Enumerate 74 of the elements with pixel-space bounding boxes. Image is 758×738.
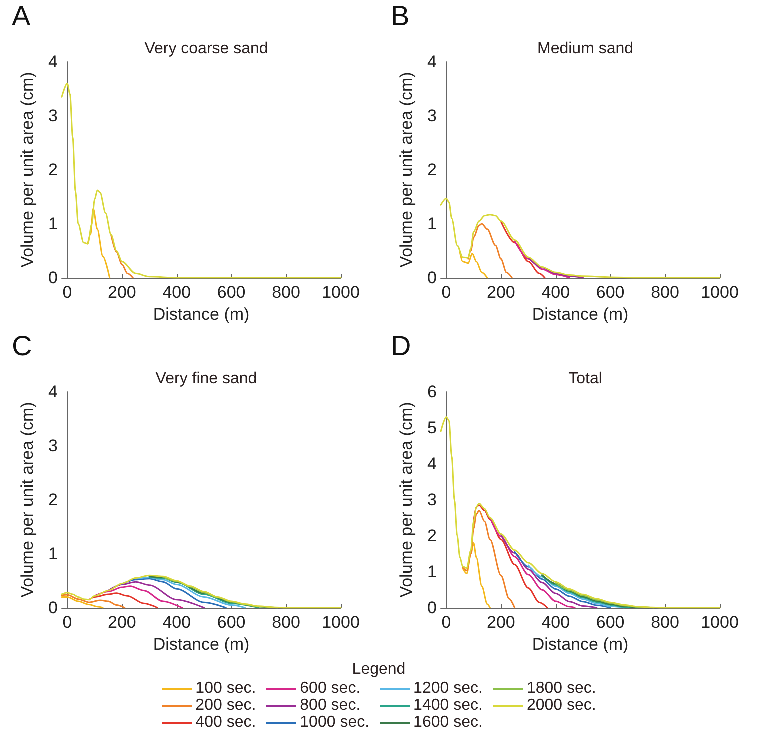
- x-tick-label: 400: [162, 613, 192, 632]
- y-tick-label: 0: [48, 598, 58, 618]
- y-axis-title: Volume per unit area (cm): [397, 72, 416, 268]
- x-tick-label: 400: [542, 613, 570, 632]
- y-tick-label: 4: [428, 52, 437, 72]
- legend-label: 1200 sec.: [414, 680, 483, 698]
- x-axis-title: Distance (m): [153, 304, 250, 324]
- y-tick-label: 1: [428, 562, 437, 582]
- x-tick-label: 200: [486, 283, 516, 302]
- y-tick-label: 3: [428, 490, 437, 510]
- legend-label: 1000 sec.: [300, 714, 370, 732]
- x-tick-label: 1000: [701, 283, 739, 302]
- y-tick-label: 2: [428, 526, 437, 546]
- x-tick-label: 1000: [322, 283, 360, 302]
- x-tick-label: 0: [442, 613, 452, 632]
- y-tick-label: 4: [48, 382, 58, 402]
- y-tick-label: 1: [428, 214, 437, 234]
- x-tick-label: 600: [596, 283, 625, 302]
- y-tick-label: 3: [48, 436, 58, 456]
- legend-label: 800 sec.: [300, 696, 361, 714]
- legend-label: 200 sec.: [196, 696, 256, 714]
- chart-title: Medium sand: [537, 40, 634, 58]
- x-tick-label: 400: [542, 283, 570, 302]
- x-axis-title: Distance (m): [532, 304, 629, 324]
- x-tick-label: 800: [272, 613, 300, 632]
- y-tick-label: 6: [428, 382, 437, 402]
- x-tick-label: 0: [62, 283, 72, 302]
- legend-label: 600 sec.: [300, 680, 361, 698]
- y-tick-label: 0: [428, 598, 437, 618]
- legend-label: 1800 sec.: [526, 680, 596, 698]
- y-tick-label: 2: [48, 160, 58, 180]
- y-axis-title: Volume per unit area (cm): [18, 402, 37, 598]
- x-tick-label: 1000: [322, 613, 360, 632]
- legend-label: 1400 sec.: [414, 696, 483, 714]
- y-tick-label: 0: [428, 268, 437, 288]
- y-tick-label: 3: [48, 106, 58, 126]
- x-tick-label: 600: [217, 613, 246, 632]
- x-axis-title: Distance (m): [153, 634, 250, 654]
- x-tick-label: 200: [486, 613, 516, 632]
- x-tick-label: 600: [217, 283, 246, 302]
- text: C: [12, 330, 32, 362]
- y-axis-title: Volume per unit area (cm): [397, 402, 416, 598]
- legend-title: Legend: [351, 660, 407, 680]
- text: B: [391, 0, 410, 32]
- x-tick-label: 600: [596, 613, 625, 632]
- y-tick-label: 3: [428, 106, 437, 126]
- chart-title: Very coarse sand: [144, 40, 268, 58]
- x-axis-title: Distance (m): [532, 634, 629, 654]
- legend-label: 100 sec.: [196, 680, 256, 698]
- legend-label: 400 sec.: [196, 714, 256, 732]
- y-tick-label: 1: [48, 544, 58, 564]
- y-tick-label: 2: [428, 160, 437, 180]
- legend-label: 2000 sec.: [526, 696, 596, 714]
- text: D: [391, 330, 412, 362]
- x-tick-label: 200: [108, 283, 136, 302]
- x-tick-label: 400: [162, 283, 192, 302]
- x-tick-label: 800: [651, 613, 680, 632]
- text: A: [12, 0, 31, 32]
- x-tick-label: 200: [108, 613, 136, 632]
- y-tick-label: 5: [428, 418, 437, 438]
- y-tick-label: 0: [48, 268, 58, 288]
- x-tick-label: 0: [442, 283, 452, 302]
- y-tick-label: 1: [48, 214, 58, 234]
- y-axis-title: Volume per unit area (cm): [18, 72, 37, 268]
- x-tick-label: 800: [272, 283, 300, 302]
- x-tick-label: 0: [62, 613, 72, 632]
- x-tick-label: 800: [651, 283, 680, 302]
- y-tick-label: 4: [428, 454, 437, 474]
- x-tick-label: 1000: [701, 613, 739, 632]
- chart-title: Total: [568, 370, 602, 388]
- y-tick-label: 4: [48, 52, 58, 72]
- y-tick-label: 2: [48, 490, 58, 510]
- legend-label: 1600 sec.: [414, 714, 483, 732]
- chart-title: Very fine sand: [156, 370, 258, 388]
